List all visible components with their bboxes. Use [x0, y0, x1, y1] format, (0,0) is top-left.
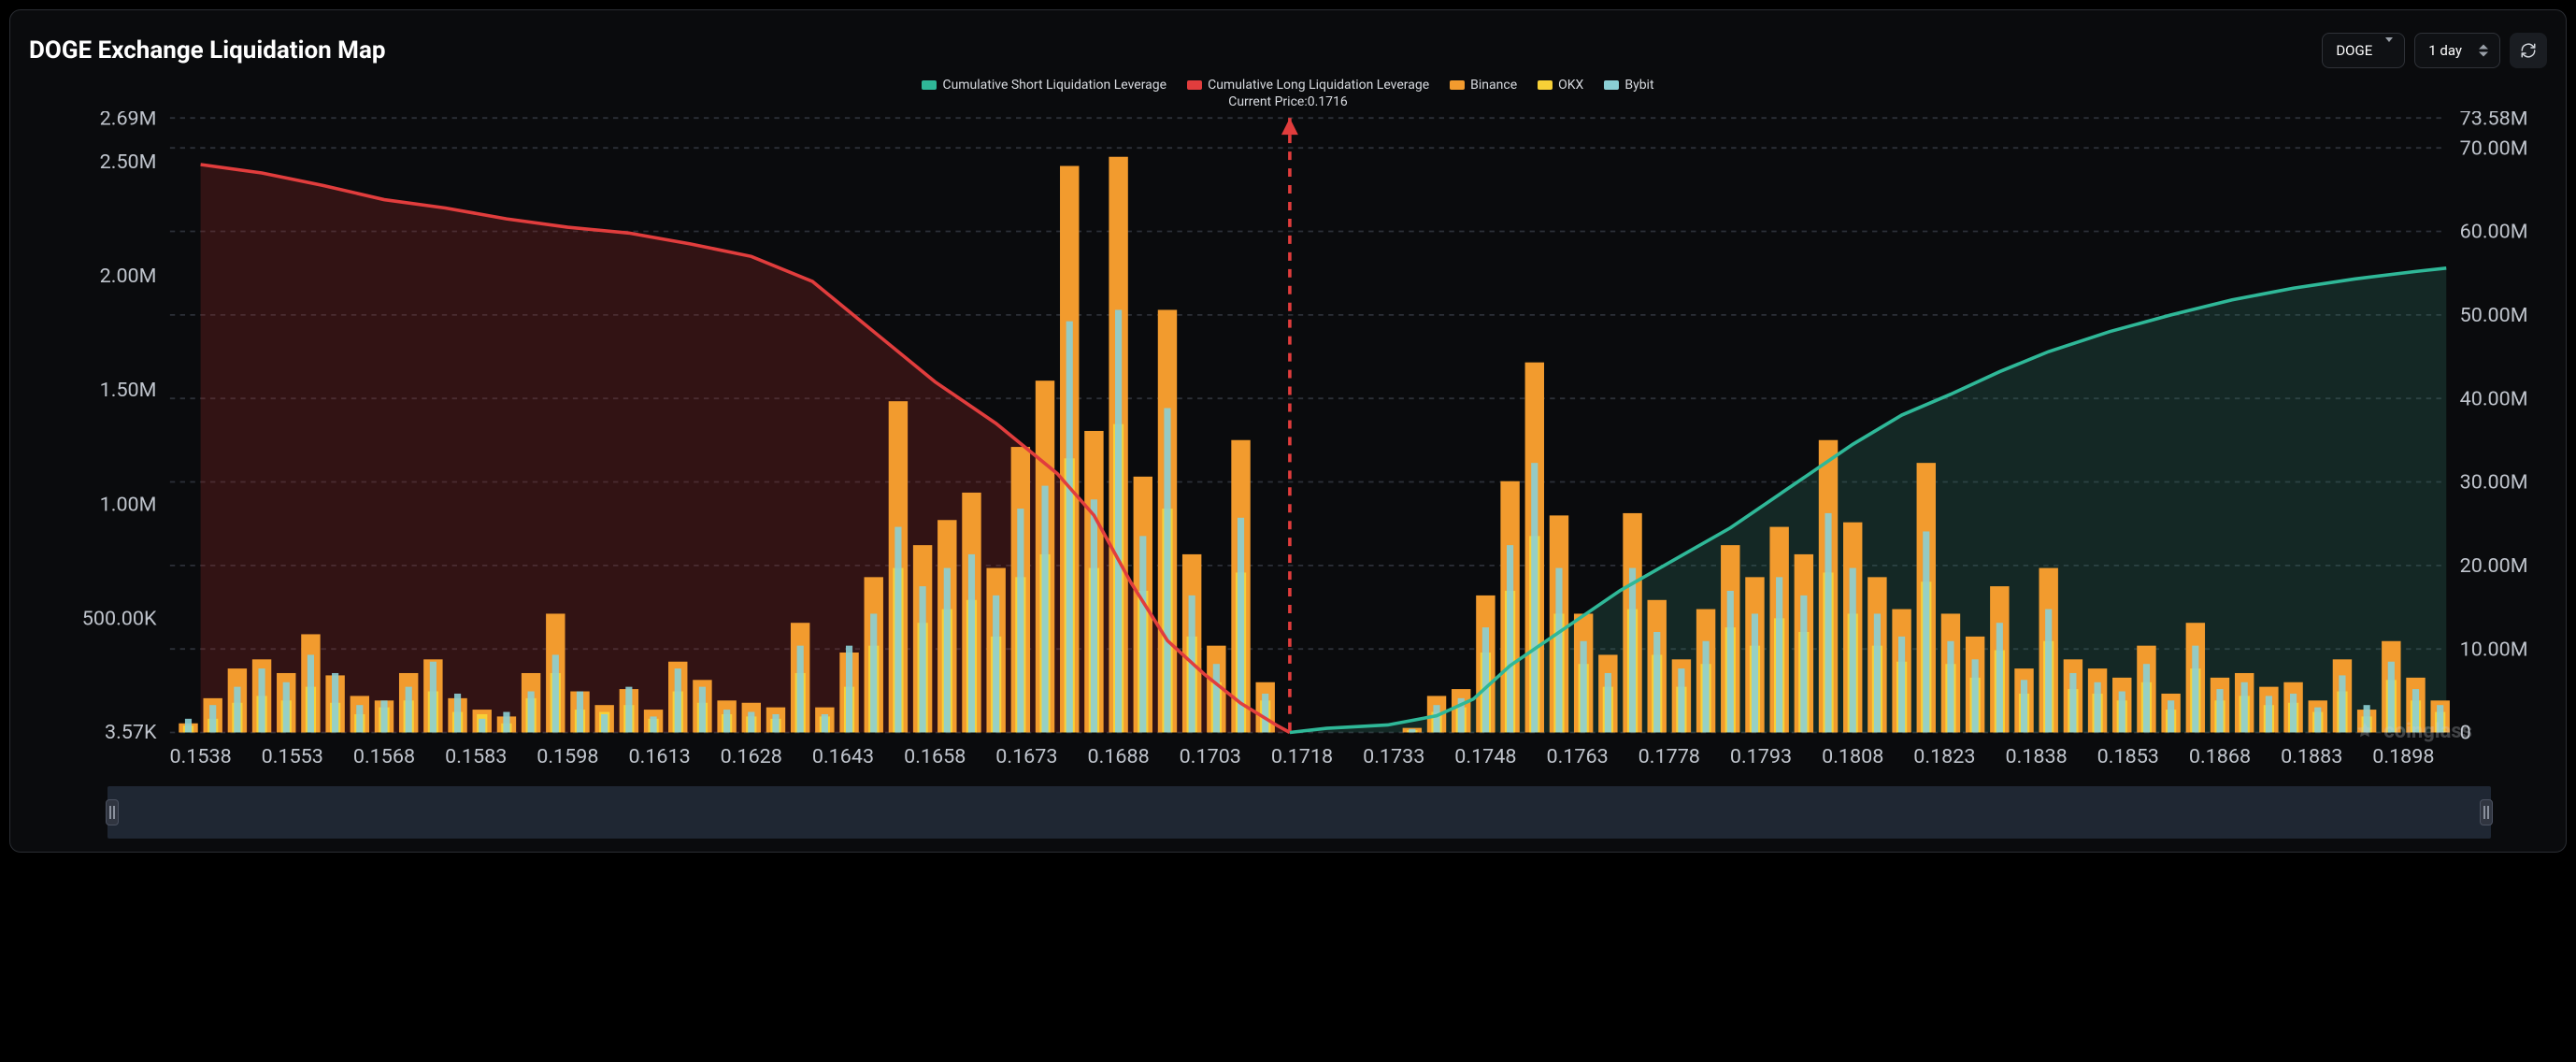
svg-text:0.1733: 0.1733: [1363, 745, 1424, 768]
svg-text:0.1718: 0.1718: [1271, 745, 1333, 768]
current-price-value: 0.1716: [1308, 94, 1348, 109]
legend-okx[interactable]: OKX: [1538, 78, 1583, 93]
swatch-okx: [1538, 80, 1553, 90]
legend-bybit-label: Bybit: [1624, 78, 1653, 93]
current-price-label-row: Current Price:0.1716: [29, 94, 2547, 109]
svg-text:50.00M: 50.00M: [2460, 304, 2528, 327]
svg-text:500.00K: 500.00K: [82, 608, 157, 631]
svg-text:0.1538: 0.1538: [169, 745, 231, 768]
liquidation-chart[interactable]: 3.57K 500.00K 1.00M 1.50M 2.00M 2.50M 2.69M 0 10…: [29, 111, 2547, 782]
svg-text:0.1763: 0.1763: [1546, 745, 1608, 768]
swatch-binance: [1450, 80, 1465, 90]
legend-short-label: Cumulative Short Liquidation Leverage: [942, 78, 1166, 93]
legend-okx-label: OKX: [1558, 78, 1583, 93]
updown-icon: [2479, 45, 2488, 57]
legend-long-label: Cumulative Long Liquidation Leverage: [1208, 78, 1429, 93]
legend: Cumulative Short Liquidation Leverage Cu…: [29, 78, 2547, 93]
asset-select[interactable]: DOGE: [2322, 33, 2405, 68]
legend-short-line[interactable]: Cumulative Short Liquidation Leverage: [922, 78, 1166, 93]
svg-text:70.00M: 70.00M: [2460, 136, 2528, 160]
svg-text:20.00M: 20.00M: [2460, 554, 2528, 578]
timeframe-select[interactable]: 1 day: [2414, 33, 2500, 68]
svg-text:0.1748: 0.1748: [1454, 745, 1516, 768]
range-handle-left[interactable]: [106, 799, 119, 825]
svg-text:0.1883: 0.1883: [2281, 745, 2342, 768]
legend-binance-label: Binance: [1470, 78, 1517, 93]
svg-text:0: 0: [2460, 722, 2471, 745]
swatch-long: [1187, 80, 1202, 90]
svg-text:0.1688: 0.1688: [1087, 745, 1149, 768]
asset-select-value: DOGE: [2336, 42, 2372, 59]
svg-text:1.00M: 1.00M: [100, 493, 157, 516]
timeframe-select-value: 1 day: [2428, 42, 2462, 59]
svg-text:0.1703: 0.1703: [1180, 745, 1241, 768]
refresh-icon: [2520, 42, 2537, 59]
svg-text:0.1658: 0.1658: [904, 745, 966, 768]
caret-down-icon: [2385, 42, 2393, 59]
chart-container: 3.57K 500.00K 1.00M 1.50M 2.00M 2.50M 2.69M 0 10…: [29, 111, 2547, 786]
swatch-bybit: [1604, 80, 1619, 90]
svg-text:0.1568: 0.1568: [353, 745, 415, 768]
current-price-label: Current Price:: [1228, 94, 1308, 109]
liquidation-map-panel: DOGE Exchange Liquidation Map DOGE 1 day…: [9, 9, 2567, 853]
svg-text:0.1613: 0.1613: [628, 745, 690, 768]
header-row: DOGE Exchange Liquidation Map DOGE 1 day: [29, 33, 2547, 68]
svg-text:1.50M: 1.50M: [100, 379, 157, 402]
svg-text:3.57K: 3.57K: [105, 721, 157, 744]
swatch-short: [922, 80, 937, 90]
refresh-button[interactable]: [2510, 33, 2547, 68]
svg-text:73.58M: 73.58M: [2460, 111, 2528, 130]
range-handle-right[interactable]: [2480, 799, 2493, 825]
svg-text:0.1838: 0.1838: [2005, 745, 2067, 768]
legend-binance[interactable]: Binance: [1450, 78, 1517, 93]
svg-text:30.00M: 30.00M: [2460, 471, 2528, 495]
controls: DOGE 1 day: [2322, 33, 2547, 68]
svg-text:0.1868: 0.1868: [2189, 745, 2251, 768]
svg-text:0.1553: 0.1553: [262, 745, 323, 768]
range-selector[interactable]: [107, 786, 2491, 839]
svg-text:0.1898: 0.1898: [2372, 745, 2434, 768]
svg-text:0.1598: 0.1598: [537, 745, 598, 768]
svg-text:2.00M: 2.00M: [100, 265, 157, 288]
svg-text:0.1643: 0.1643: [812, 745, 874, 768]
panel-title: DOGE Exchange Liquidation Map: [29, 36, 385, 65]
svg-text:10.00M: 10.00M: [2460, 638, 2528, 661]
svg-text:0.1583: 0.1583: [445, 745, 507, 768]
svg-text:0.1778: 0.1778: [1639, 745, 1700, 768]
svg-text:0.1823: 0.1823: [1913, 745, 1975, 768]
legend-long-line[interactable]: Cumulative Long Liquidation Leverage: [1187, 78, 1429, 93]
legend-bybit[interactable]: Bybit: [1604, 78, 1653, 93]
svg-text:0.1853: 0.1853: [2097, 745, 2159, 768]
svg-text:0.1793: 0.1793: [1730, 745, 1792, 768]
svg-text:0.1808: 0.1808: [1822, 745, 1883, 768]
svg-text:2.69M: 2.69M: [100, 111, 157, 130]
svg-text:60.00M: 60.00M: [2460, 221, 2528, 244]
svg-text:0.1628: 0.1628: [721, 745, 782, 768]
svg-text:40.00M: 40.00M: [2460, 387, 2528, 410]
svg-text:0.1673: 0.1673: [995, 745, 1057, 768]
svg-text:2.50M: 2.50M: [100, 151, 157, 174]
